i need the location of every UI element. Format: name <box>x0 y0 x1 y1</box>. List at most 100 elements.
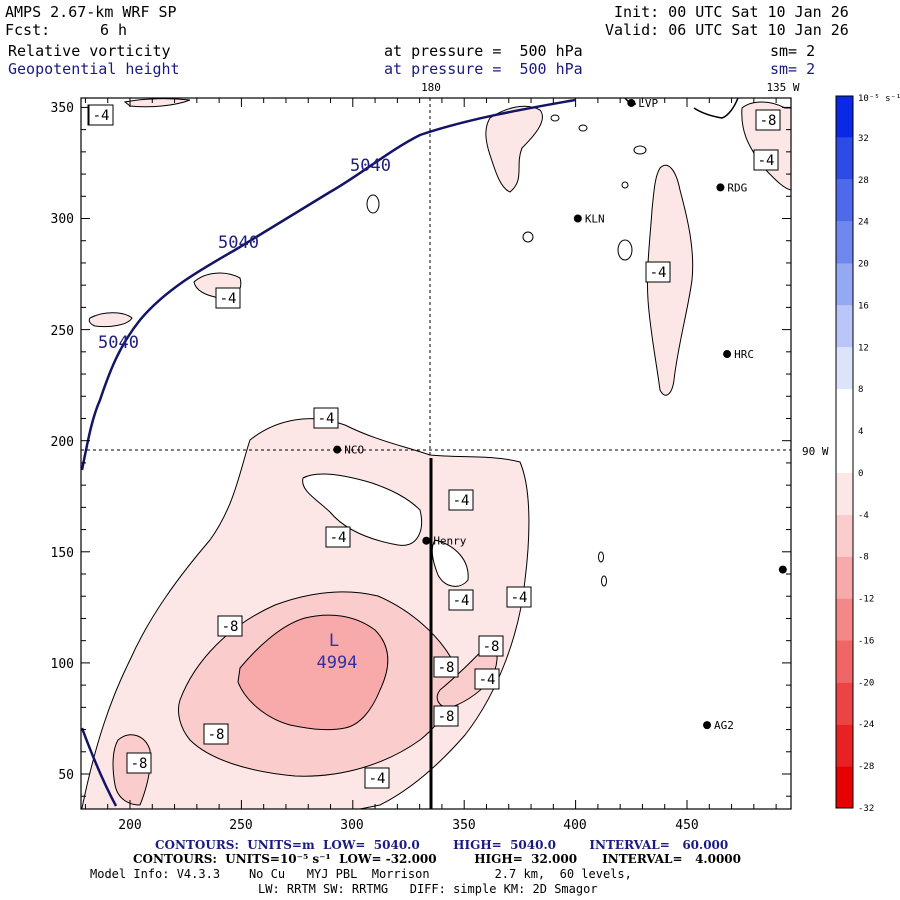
colorbar: 32 28 24 20 16 12 8 4 0 -4 -8 -12 -16 -20 -24 -28 -32 <box>835 95 874 814</box>
forecast-hour: 6 h <box>100 21 128 39</box>
colorbar-level: -4 <box>858 511 869 521</box>
vorticity-cell <box>617 239 633 261</box>
map-fields <box>81 98 791 809</box>
colorbar-swatch <box>836 347 853 390</box>
colorbar-level: 12 <box>858 343 869 353</box>
y-tick-label: 200 <box>51 435 74 450</box>
vorticity-hole <box>302 473 422 546</box>
meridian-90w-label: 90 W <box>802 445 829 458</box>
colorbar-level: 20 <box>858 260 869 270</box>
height-contour-label: 5040 <box>350 156 391 176</box>
colorbar-level: 28 <box>858 176 869 186</box>
vorticity-contour-info: CONTOURS: UNITS=10⁻⁵ s⁻¹ LOW= -32.000 HI… <box>133 852 741 866</box>
colorbar-swatch <box>836 766 853 808</box>
contour-label-box: -4 <box>753 149 779 171</box>
contour-label-text: -4 <box>453 593 470 609</box>
colorbar-level: -8 <box>858 553 869 563</box>
y-tick-label: 250 <box>51 324 74 339</box>
contour-label-box: -4 <box>448 489 474 511</box>
stations: LVP RDG KLN HRC NCO Henry AG2 <box>333 97 787 732</box>
colorbar-level: 24 <box>858 218 869 228</box>
contour-label-text: -8 <box>131 756 148 772</box>
contour-label-text: -4 <box>758 153 775 169</box>
contour-label-text: -4 <box>369 771 386 787</box>
station-label: LVP <box>638 97 658 110</box>
forecast-label: Fcst: <box>5 21 51 39</box>
contour-labels: -4-8-4-4-4-4-4-4-4-4-8-8-8-8-8-4-4-8-4 <box>87 104 781 789</box>
contour-label-box: -8 <box>433 656 459 678</box>
contour-label-text: -8 <box>483 639 500 655</box>
field1-smoothing: sm= 2 <box>770 42 816 60</box>
contour-label-text: -8 <box>438 709 455 725</box>
vorticity-cell <box>633 145 647 155</box>
contour-label-text: -4 <box>650 265 667 281</box>
colorbar-level: 8 <box>858 385 863 395</box>
height-contour-info: CONTOURS: UNITS=m LOW= 5040.0 HIGH= 5040… <box>155 838 729 852</box>
valid-time: Valid: 06 UTC Sat 10 Jan 26 <box>605 21 849 39</box>
station-label: HRC <box>734 348 754 361</box>
contour-label-box: -8 <box>126 752 152 774</box>
contour-label-text: -8 <box>222 619 239 635</box>
vorticity-cell <box>621 181 629 189</box>
colorbar-level: -32 <box>858 804 874 814</box>
height-contour-5040 <box>81 727 118 807</box>
station-marker <box>422 536 431 545</box>
vorticity-cell <box>522 231 534 243</box>
contour-label-text: -4 <box>453 493 470 509</box>
station-marker <box>703 721 712 730</box>
colorbar-swatch <box>836 179 853 222</box>
contour-label-box: -8 <box>433 705 459 727</box>
height-contour-5040 <box>81 98 576 471</box>
colorbar-swatch <box>836 137 853 180</box>
contour-label-box: -8 <box>755 109 781 131</box>
station-marker <box>573 214 582 223</box>
field1-name: Relative vorticity <box>8 42 171 60</box>
contour-label-box: -4 <box>313 407 339 429</box>
x-tick-label: 350 <box>452 818 475 833</box>
station-marker <box>333 445 342 454</box>
station-label: AG2 <box>714 719 734 732</box>
contour-label-text: -4 <box>318 411 335 427</box>
y-tick-label: 350 <box>51 101 74 116</box>
colorbar-frame <box>835 95 854 809</box>
colorbar-swatch <box>836 556 853 599</box>
vorticity-cell <box>366 194 380 214</box>
physics-info: LW: RRTM SW: RRTMG DIFF: simple KM: 2D S… <box>258 882 598 896</box>
field2-level: at pressure = 500 hPa <box>384 60 583 78</box>
colorbar-level: 4 <box>858 427 863 437</box>
height-contour-label: 5040 <box>98 333 139 353</box>
colorbar-level: -28 <box>858 762 874 772</box>
station-marker <box>778 565 787 574</box>
contour-label-text: -4 <box>330 530 347 546</box>
x-tick-label: 400 <box>563 818 586 833</box>
vorticity-cell <box>550 114 560 122</box>
contour-label-box: -4 <box>215 287 241 309</box>
colorbar-swatch <box>836 472 853 515</box>
contour-label-text: -8 <box>438 660 455 676</box>
colorbar-level: 16 <box>858 301 869 311</box>
colorbar-swatch <box>836 640 853 683</box>
colorbar-swatch <box>836 598 853 641</box>
contour-label-box: -8 <box>478 635 504 657</box>
vorticity-cell <box>598 551 604 563</box>
contour-label-text: -4 <box>511 590 528 606</box>
vorticity-lobe <box>88 312 133 328</box>
field1-level: at pressure = 500 hPa <box>384 42 583 60</box>
colorbar-swatch <box>836 305 853 348</box>
field2-name: Geopotential height <box>8 60 180 78</box>
colorbar-level: -12 <box>858 595 874 605</box>
contour-label-box: -8 <box>217 615 243 637</box>
low-pressure-symbol: L <box>329 631 339 651</box>
x-tick-label: 250 <box>229 818 252 833</box>
colorbar-level: -24 <box>858 720 874 730</box>
colorbar-swatch <box>836 389 853 432</box>
colorbar-swatch <box>836 682 853 725</box>
model-info: Model Info: V4.3.3 No Cu MYJ PBL Morriso… <box>90 867 632 881</box>
contour-label-text: -8 <box>760 113 777 129</box>
x-tick-label: 450 <box>675 818 698 833</box>
contour-label-text: -4 <box>220 291 237 307</box>
meridian-180-label: 180 <box>421 81 441 94</box>
station-label: Henry <box>433 535 466 548</box>
y-tick-label: 50 <box>58 768 74 783</box>
